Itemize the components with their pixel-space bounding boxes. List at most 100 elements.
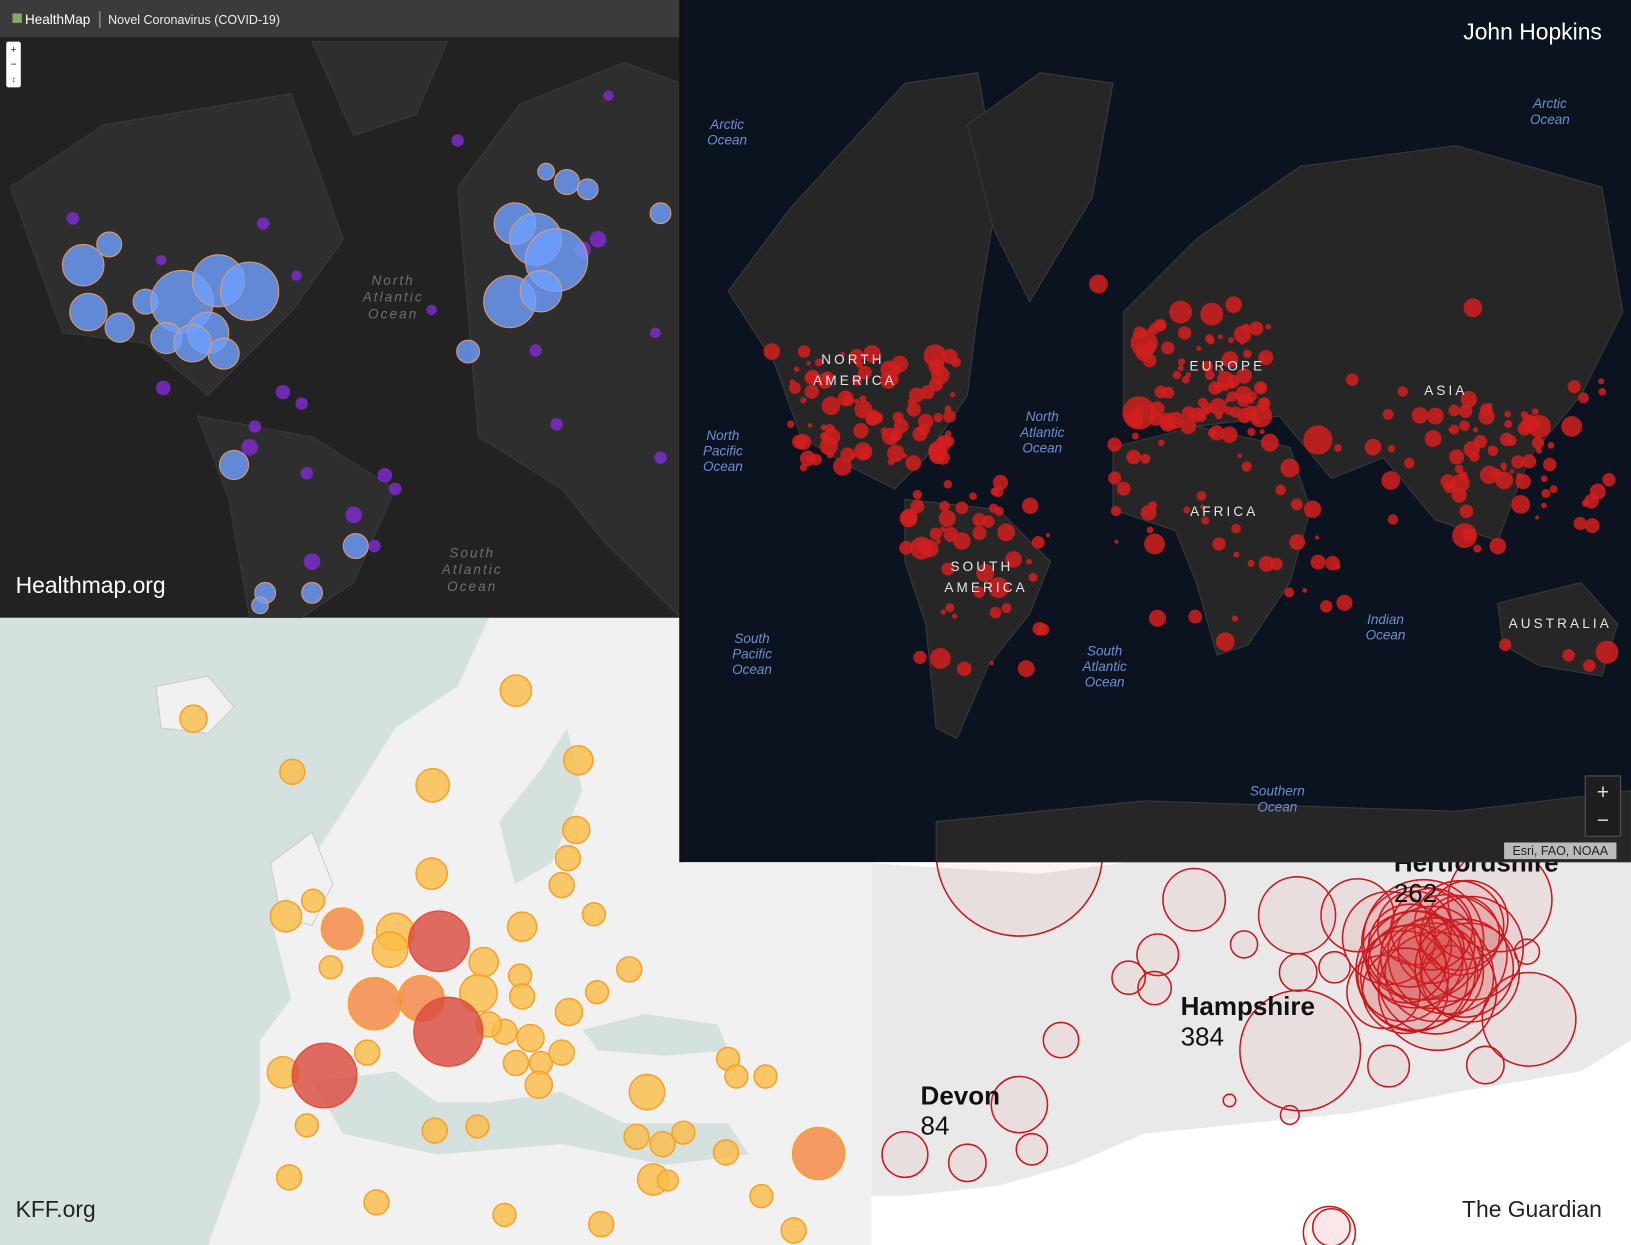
case-circle <box>1314 535 1319 540</box>
case-circle <box>218 449 250 481</box>
case-circle <box>1284 587 1295 598</box>
case-circle <box>1382 408 1394 420</box>
zoom-control[interactable] <box>1584 775 1622 837</box>
case-circle <box>918 413 934 429</box>
case-circle <box>1236 367 1253 384</box>
case-circle <box>1461 528 1476 542</box>
case-circle <box>1204 370 1215 380</box>
case-circle <box>548 871 575 899</box>
circle-layer <box>763 274 1619 678</box>
case-circle <box>804 371 818 385</box>
case-circle <box>1424 430 1442 447</box>
case-circle <box>947 1143 987 1183</box>
case-circle <box>389 482 402 496</box>
case-circle <box>251 596 269 615</box>
case-circle <box>671 1120 696 1145</box>
case-circle <box>1578 392 1589 404</box>
case-circle <box>1137 970 1173 1006</box>
case-circle <box>1107 437 1122 452</box>
case-circle <box>1486 402 1493 409</box>
case-circle <box>415 857 449 891</box>
case-circle <box>821 396 841 416</box>
case-circle <box>763 343 781 360</box>
reset[interactable]: ↕ <box>11 74 15 84</box>
credit: John Hopkins <box>1463 19 1602 45</box>
case-circle <box>156 254 167 266</box>
case-circle <box>1015 1132 1049 1166</box>
case-circle <box>1143 353 1157 368</box>
case-circle <box>301 581 323 604</box>
case-circle <box>936 538 941 544</box>
case-circle <box>1279 1104 1300 1126</box>
case-circle <box>456 339 481 364</box>
case-circle <box>1509 469 1515 474</box>
case-circle <box>787 420 795 428</box>
case-circle <box>415 767 451 803</box>
case-circle <box>887 362 893 368</box>
case-circle <box>1511 495 1531 514</box>
ocean-line: Pacific <box>703 444 743 459</box>
case-circle <box>797 345 811 358</box>
case-circle <box>1531 436 1545 449</box>
case-circle <box>1247 559 1255 567</box>
case-circle <box>1535 515 1540 520</box>
case-circle <box>886 373 899 386</box>
case-circle <box>303 553 321 570</box>
case-circle <box>840 447 855 462</box>
case-circle <box>890 429 903 442</box>
continent-line: NORTH <box>821 352 884 367</box>
ocean-line: Pacific <box>732 646 772 661</box>
case-circle <box>516 1023 545 1053</box>
case-circle <box>1239 339 1245 345</box>
attribution[interactable]: Esri, FAO, NOAA <box>1512 844 1608 858</box>
case-circle <box>468 946 500 978</box>
ocean-line: Ocean <box>447 579 497 594</box>
case-circle <box>1589 483 1606 500</box>
case-circle <box>1488 445 1493 451</box>
case-circle <box>1364 438 1382 456</box>
case-circle <box>906 402 921 417</box>
case-circle <box>1459 504 1474 519</box>
case-circle <box>1381 471 1401 490</box>
case-circle <box>363 1189 390 1216</box>
case-circle <box>451 134 464 147</box>
case-circle <box>628 1073 666 1111</box>
ocean-line: Ocean <box>707 133 747 148</box>
case-circle <box>1361 947 1449 1035</box>
case-circle <box>849 348 864 364</box>
case-circle <box>368 539 381 553</box>
case-circle <box>1379 905 1484 1010</box>
case-circle <box>916 540 929 553</box>
zoom-in[interactable]: + <box>1597 781 1609 804</box>
ocean-line: Ocean <box>703 459 743 474</box>
case-circle <box>1451 487 1467 503</box>
case-circle <box>989 660 994 666</box>
case-circle <box>1387 445 1396 453</box>
case-circle <box>1183 506 1191 514</box>
case-circle <box>219 261 280 321</box>
zoom-out[interactable]: − <box>1597 809 1609 832</box>
circle-layer <box>179 674 846 1244</box>
case-circle <box>1201 516 1210 525</box>
case-circle <box>1031 535 1045 549</box>
case-circle <box>1196 345 1202 351</box>
brand[interactable]: HealthMap <box>25 12 90 27</box>
ocean-line: Arctic <box>709 117 744 132</box>
case-circle <box>179 704 208 734</box>
jhu-map: Arctic Ocean Arctic Ocean North Pacific … <box>681 0 1631 863</box>
case-circle <box>1166 411 1185 430</box>
case-circle <box>1212 537 1226 551</box>
ocean-line: Ocean <box>1530 112 1570 127</box>
case-circle <box>1440 474 1456 489</box>
zoom-in[interactable]: + <box>10 45 16 56</box>
case-circle <box>300 888 326 913</box>
zoom-control[interactable] <box>6 41 21 88</box>
zoom-out[interactable]: − <box>10 60 16 71</box>
case-circle <box>1334 444 1342 452</box>
case-circle <box>944 430 952 438</box>
credit: Healthmap.org <box>16 572 166 598</box>
case-circle <box>972 526 987 541</box>
case-circle <box>1595 640 1619 664</box>
case-circle <box>753 1064 778 1089</box>
case-circle <box>943 479 953 489</box>
